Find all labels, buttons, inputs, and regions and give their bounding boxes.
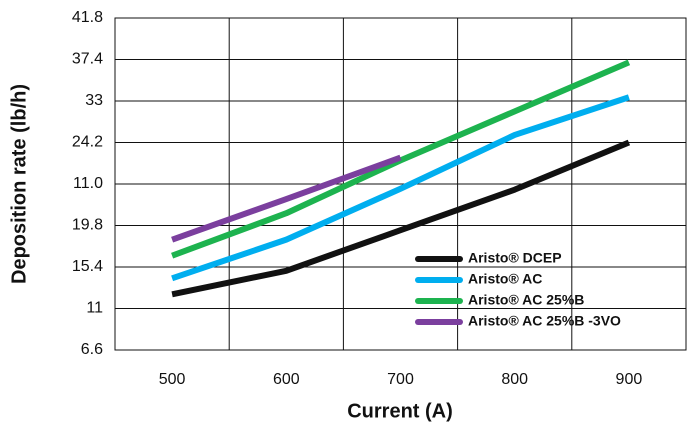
x-tick-label: 800 (501, 371, 528, 388)
y-tick-label: 11 (86, 300, 103, 317)
x-tick-label: 700 (387, 371, 414, 388)
series-line (171, 94, 630, 282)
legend-label: Aristo® DCEP (468, 250, 562, 266)
y-tick-label: 41.8 (72, 9, 103, 26)
legend-label: Aristo® AC 25%B (468, 292, 584, 308)
x-tick-label: 600 (273, 371, 300, 388)
y-tick-label: 15.4 (72, 258, 103, 275)
y-tick-label: 37.4 (72, 51, 103, 68)
x-axis-title: Current (A) (347, 400, 453, 422)
y-tick-label: 11.0 (73, 175, 103, 192)
legend-label: Aristo® AC (468, 271, 542, 287)
series-line (171, 154, 402, 243)
y-axis-title: Deposition rate (lb/h) (8, 84, 30, 284)
legend-label: Aristo® AC 25%B -3VO (468, 313, 621, 329)
x-tick-label: 900 (616, 371, 643, 388)
y-tick-label: 19.8 (72, 217, 103, 234)
y-tick-label: 6.6 (81, 341, 103, 358)
y-tick-label: 24.2 (72, 134, 103, 151)
y-tick-label: 33 (85, 92, 103, 109)
x-tick-label: 500 (159, 371, 186, 388)
series-line (171, 139, 631, 298)
